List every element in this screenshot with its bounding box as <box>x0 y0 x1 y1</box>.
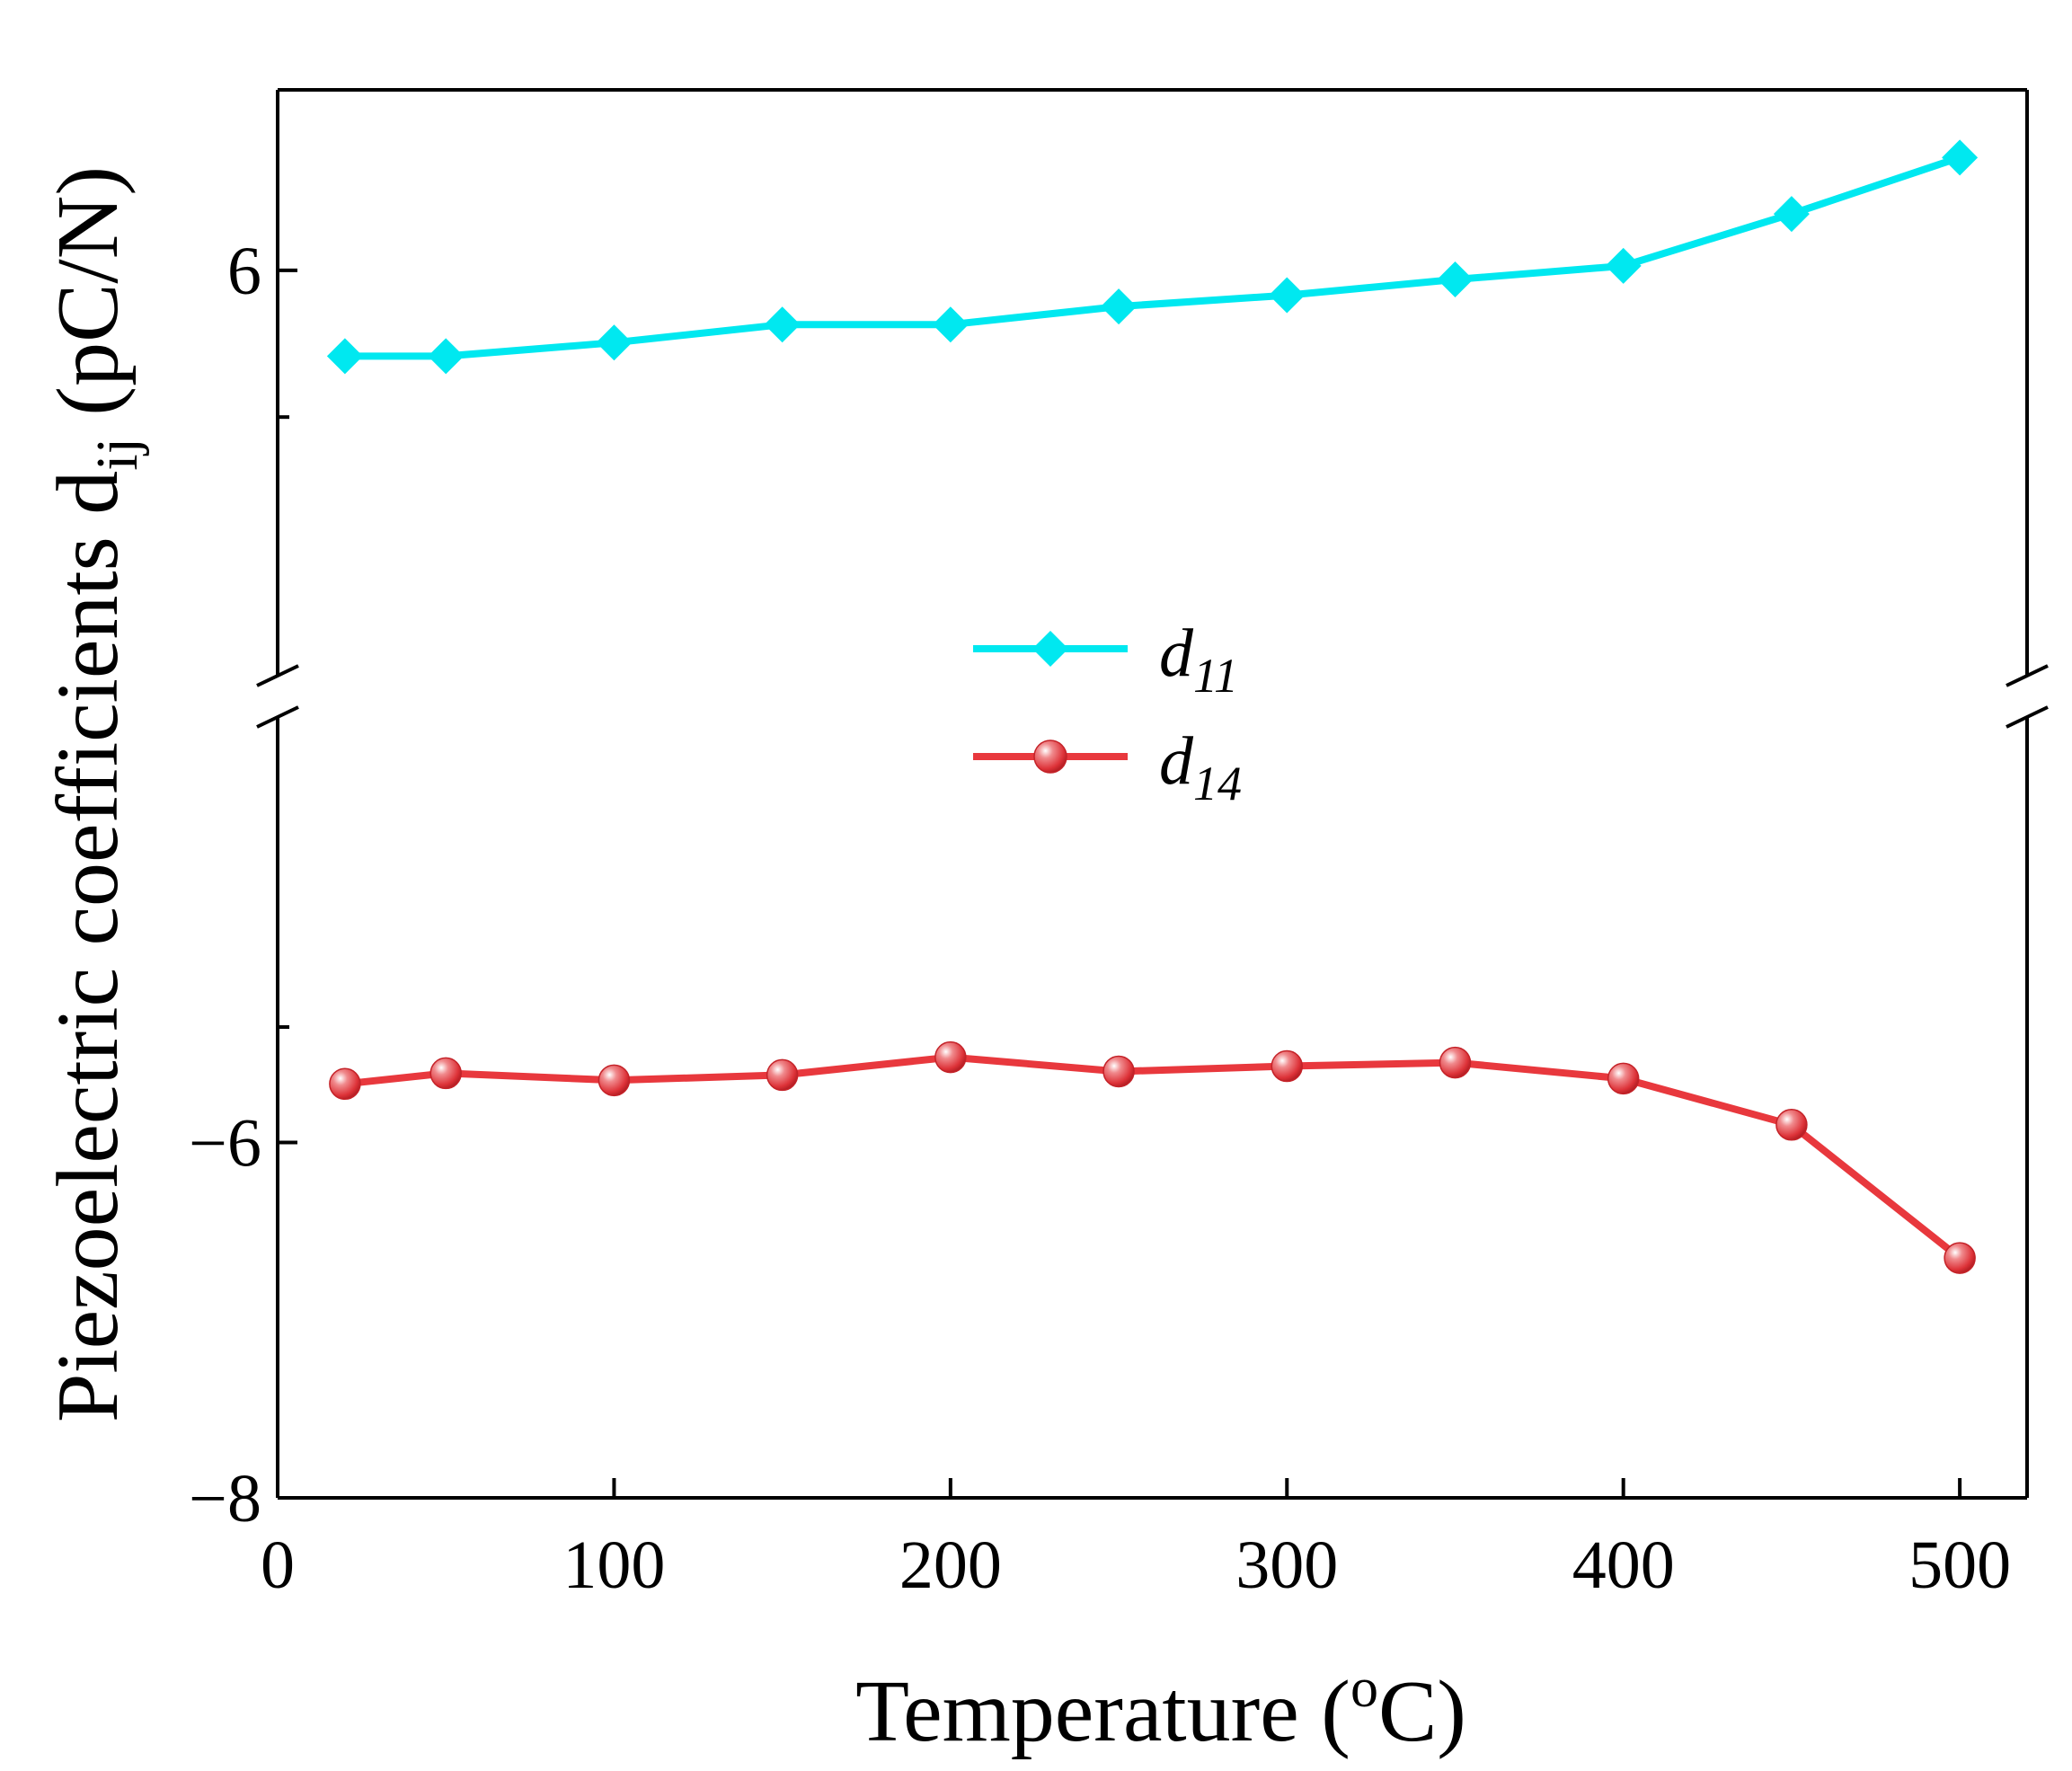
data-point-d11-350 <box>1437 261 1474 297</box>
data-point-d11-50 <box>428 338 465 375</box>
x-axis-title-main: Temperature ( <box>855 1663 1350 1760</box>
legend-marker-d11 <box>1032 631 1068 667</box>
data-point-d11-500 <box>1942 139 1979 176</box>
break-mark-right-2 <box>2006 705 2049 729</box>
x-axis-title: Temperature (oC) <box>855 1658 1466 1760</box>
data-point-d14-250 <box>1102 1055 1135 1088</box>
data-point-d11-20 <box>326 338 363 375</box>
legend-label-d11: d11 <box>1159 615 1238 703</box>
data-point-d14-400 <box>1607 1062 1640 1095</box>
x-tick-label-100: 100 <box>562 1527 665 1603</box>
x-tick-label-500: 500 <box>1908 1527 2011 1603</box>
series-line-d11 <box>344 154 1961 360</box>
data-point-d11-200 <box>932 306 969 343</box>
break-mark-left-1 <box>256 664 299 687</box>
data-point-d14-200 <box>934 1040 967 1074</box>
legend-symbol-d14: d <box>1159 723 1194 799</box>
x-axis-title-end: C) <box>1378 1663 1466 1760</box>
y-axis-title-main: Piezoelectric coefficients d <box>40 471 137 1422</box>
data-point-d14-150 <box>766 1058 799 1092</box>
y-axis-title-subscript: ij <box>84 438 150 471</box>
plot-frame <box>276 88 2029 1500</box>
legend-label-d14: d14 <box>1159 723 1242 810</box>
data-point-d11-250 <box>1101 288 1138 325</box>
x-tick-label-0: 0 <box>261 1527 295 1603</box>
data-point-d11-300 <box>1269 277 1306 314</box>
break-mark-right-1 <box>2006 664 2049 687</box>
data-point-d14-300 <box>1271 1049 1304 1083</box>
data-point-d14-20 <box>329 1067 361 1101</box>
series-line-d14 <box>344 1053 1962 1262</box>
legend-symbol-d11: d <box>1159 615 1194 691</box>
data-point-d11-150 <box>764 306 801 343</box>
data-point-d11-450 <box>1773 196 1810 233</box>
break-mark-left-2 <box>256 705 299 729</box>
y-axis-title: Piezoelectric coefficients dij (pC/N) <box>40 166 150 1422</box>
lower-y-tick-label-1: −8 <box>189 1461 261 1536</box>
legend: d11 d14 <box>973 615 1242 810</box>
x-tick-label-400: 400 <box>1572 1527 1675 1603</box>
data-point-d14-500 <box>1944 1242 1976 1274</box>
legend-subscript-d11: 11 <box>1193 649 1238 703</box>
x-axis-title-superscript: o <box>1350 1658 1378 1719</box>
y-axis-ticks: 6 −6 −8 <box>189 234 297 1536</box>
upper-y-tick-label-0: 6 <box>227 234 261 309</box>
x-tick-label-200: 200 <box>899 1527 1002 1603</box>
data-point-d14-50 <box>429 1057 462 1090</box>
y-axis-title-end: (pC/N) <box>40 166 137 438</box>
data-point-d14-450 <box>1775 1109 1808 1141</box>
x-tick-label-300: 300 <box>1235 1527 1338 1603</box>
data-point-d11-100 <box>596 324 633 361</box>
lower-y-tick-label-0: −6 <box>189 1106 261 1182</box>
x-axis-ticks: 0 100 200 300 400 500 <box>261 1478 2011 1603</box>
axis-break-markers <box>256 664 2049 729</box>
data-point-d14-100 <box>598 1064 631 1097</box>
legend-marker-d14 <box>1033 739 1067 774</box>
data-point-d14-350 <box>1439 1046 1472 1079</box>
legend-subscript-d14: 14 <box>1193 757 1242 810</box>
series-layer <box>326 139 1979 1274</box>
data-point-d11-400 <box>1605 247 1642 284</box>
